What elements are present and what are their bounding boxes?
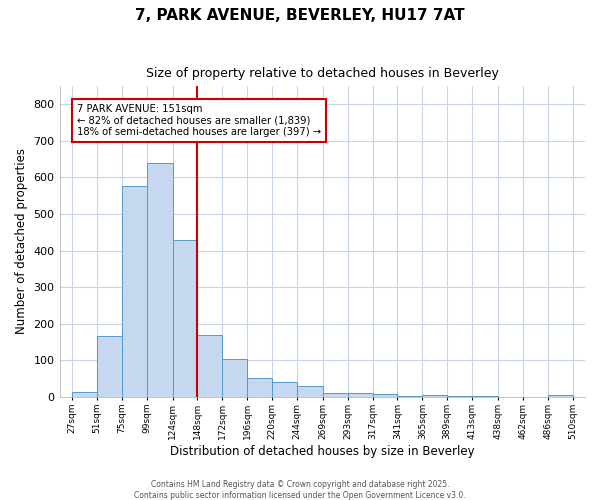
Bar <box>548 395 572 397</box>
Bar <box>72 392 97 397</box>
Bar <box>173 240 197 397</box>
X-axis label: Distribution of detached houses by size in Beverley: Distribution of detached houses by size … <box>170 444 475 458</box>
Bar <box>472 396 498 397</box>
Bar <box>323 392 347 397</box>
Bar <box>222 360 247 397</box>
Bar <box>397 396 422 397</box>
Text: 7, PARK AVENUE, BEVERLEY, HU17 7AT: 7, PARK AVENUE, BEVERLEY, HU17 7AT <box>135 8 465 22</box>
Y-axis label: Number of detached properties: Number of detached properties <box>15 148 28 334</box>
Bar <box>373 394 397 397</box>
Bar <box>146 164 173 397</box>
Bar <box>247 378 272 397</box>
Bar <box>447 396 472 397</box>
Text: Contains HM Land Registry data © Crown copyright and database right 2025.
Contai: Contains HM Land Registry data © Crown c… <box>134 480 466 500</box>
Bar <box>347 394 373 397</box>
Bar <box>197 335 222 397</box>
Bar <box>97 336 122 397</box>
Bar <box>122 186 146 397</box>
Text: 7 PARK AVENUE: 151sqm
← 82% of detached houses are smaller (1,839)
18% of semi-d: 7 PARK AVENUE: 151sqm ← 82% of detached … <box>77 104 321 138</box>
Bar <box>422 395 447 397</box>
Bar <box>272 382 297 397</box>
Bar <box>297 386 323 397</box>
Title: Size of property relative to detached houses in Beverley: Size of property relative to detached ho… <box>146 68 499 80</box>
